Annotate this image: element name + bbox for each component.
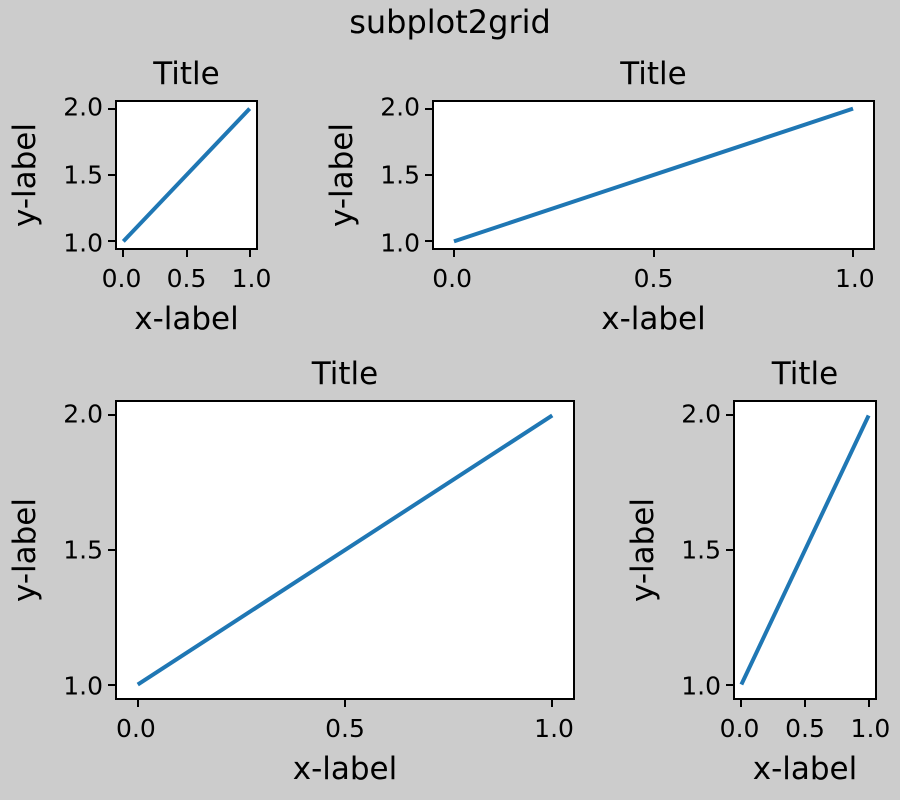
data-line — [454, 109, 853, 242]
y-tick-mark — [726, 414, 733, 417]
x-tick-mark — [652, 250, 655, 257]
y-tick-labels: 2.0 1.5 1.0 — [651, 400, 721, 700]
y-tick-label: 2.0 — [63, 92, 103, 122]
y-tick-label: 1.0 — [63, 228, 103, 258]
x-tick-mark — [248, 250, 251, 257]
x-tick-labels: 0.0 0.5 1.0 — [102, 264, 272, 294]
y-tick-label: 2.0 — [63, 399, 103, 429]
y-tick-mark — [108, 549, 115, 551]
y-tick-mark — [726, 683, 733, 686]
x-tick-label: 0.5 — [785, 714, 825, 743]
x-tick-mark — [452, 250, 455, 257]
y-tick-mark — [108, 414, 115, 417]
y-tick-mark — [726, 549, 733, 551]
line-plot — [117, 102, 256, 248]
y-tick-mark — [108, 683, 115, 686]
subplot-title: Title — [311, 356, 379, 392]
line-plot — [434, 102, 873, 248]
x-tick-mark — [122, 250, 125, 257]
line-plot — [735, 402, 875, 698]
y-tick-labels: 2.0 1.5 1.0 — [33, 400, 103, 700]
x-tick-mark — [344, 700, 346, 707]
x-tick-label: 1.0 — [534, 714, 574, 743]
data-line — [138, 415, 553, 684]
x-tick-mark — [867, 700, 870, 707]
x-tick-labels: 0.0 0.5 1.0 — [115, 714, 575, 744]
data-line — [741, 415, 868, 684]
x-tick-label: 1.0 — [834, 264, 875, 293]
plot-area — [108, 100, 258, 257]
x-tick-label: 0.5 — [325, 714, 365, 743]
y-tick-mark — [425, 174, 432, 176]
x-tick-label: 1.0 — [850, 714, 891, 743]
y-tick-label: 2.0 — [681, 399, 721, 429]
x-tick-mark — [804, 700, 806, 707]
subplot-title: Title — [620, 56, 687, 92]
x-tick-mark — [551, 700, 554, 707]
x-axis-label: x-label — [752, 751, 858, 787]
figure-suptitle: subplot2grid — [349, 3, 551, 41]
y-tick-label: 1.5 — [63, 160, 103, 190]
y-tick-mark — [108, 107, 115, 110]
y-tick-labels: 2.0 1.5 1.0 — [350, 94, 420, 255]
subplot-title: Title — [771, 356, 839, 392]
x-tick-label: 0.5 — [166, 264, 207, 293]
y-tick-label: 1.0 — [63, 671, 103, 701]
y-tick-mark — [108, 240, 115, 243]
x-tick-mark — [740, 700, 743, 707]
x-tick-label: 0.5 — [633, 264, 674, 293]
plot-area — [726, 400, 877, 707]
line-plot — [117, 402, 573, 698]
x-axis-label: x-label — [601, 301, 706, 337]
x-tick-mark — [852, 250, 855, 257]
y-tick-labels: 2.0 1.5 1.0 — [33, 94, 103, 255]
y-tick-label: 1.0 — [380, 228, 420, 258]
y-tick-mark — [425, 107, 432, 110]
y-tick-label: 1.5 — [681, 535, 721, 565]
y-tick-label: 1.0 — [681, 671, 721, 701]
x-tick-label: 0.0 — [116, 714, 156, 743]
x-axis-label: x-label — [134, 301, 239, 337]
x-tick-labels: 0.0 0.5 1.0 — [720, 714, 891, 744]
plot-area — [425, 100, 875, 257]
y-tick-label: 2.0 — [380, 92, 420, 122]
x-tick-mark — [185, 250, 188, 257]
plot-area — [108, 400, 575, 707]
x-axis-label: x-label — [292, 751, 398, 787]
y-tick-label: 1.5 — [380, 160, 420, 190]
subplot-title: Title — [153, 56, 220, 92]
x-tick-label: 0.0 — [101, 264, 142, 293]
x-tick-label: 0.0 — [719, 714, 760, 743]
x-tick-mark — [136, 700, 139, 707]
y-tick-label: 1.5 — [63, 535, 103, 565]
y-tick-mark — [108, 174, 115, 176]
x-tick-labels: 0.0 0.5 1.0 — [432, 264, 875, 294]
x-tick-label: 1.0 — [231, 264, 272, 293]
y-tick-mark — [425, 240, 432, 243]
data-line — [123, 109, 249, 242]
x-tick-label: 0.0 — [432, 264, 473, 293]
